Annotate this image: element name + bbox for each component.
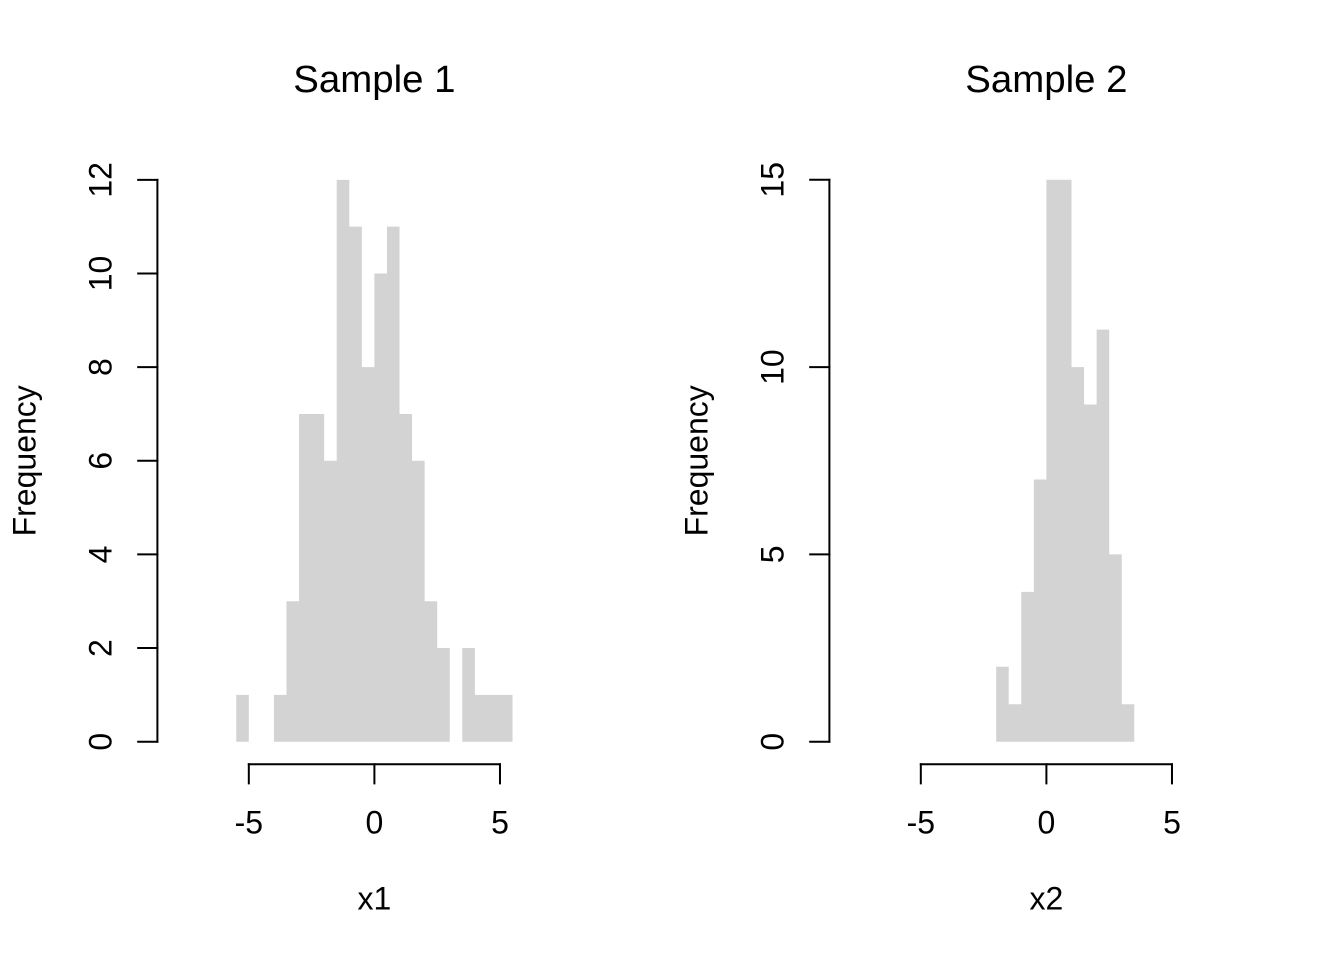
svg-text:10: 10 [754, 349, 790, 385]
svg-text:Sample 2: Sample 2 [965, 58, 1127, 101]
svg-text:x1: x1 [358, 881, 392, 917]
svg-text:10: 10 [82, 256, 118, 292]
svg-text:5: 5 [754, 546, 790, 564]
svg-text:0: 0 [1038, 805, 1056, 841]
svg-text:Frequency: Frequency [679, 385, 715, 536]
svg-text:-5: -5 [235, 805, 263, 841]
svg-text:12: 12 [82, 162, 118, 198]
svg-text:5: 5 [1163, 805, 1181, 841]
svg-text:0: 0 [82, 733, 118, 751]
svg-text:15: 15 [754, 162, 790, 198]
svg-text:x2: x2 [1030, 881, 1064, 917]
svg-text:0: 0 [754, 733, 790, 751]
svg-text:2: 2 [82, 639, 118, 657]
svg-text:-5: -5 [907, 805, 935, 841]
svg-text:8: 8 [82, 358, 118, 376]
svg-text:6: 6 [82, 452, 118, 470]
svg-text:5: 5 [491, 805, 509, 841]
svg-text:4: 4 [82, 546, 118, 564]
svg-text:0: 0 [366, 805, 384, 841]
svg-text:Sample 1: Sample 1 [293, 58, 455, 101]
svg-text:Frequency: Frequency [7, 385, 43, 536]
